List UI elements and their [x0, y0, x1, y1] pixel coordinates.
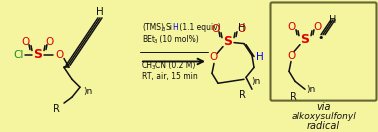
- Text: (1.1 equiv): (1.1 equiv): [177, 23, 221, 32]
- Text: radical: radical: [307, 121, 340, 131]
- Text: H: H: [329, 15, 337, 25]
- Text: R: R: [290, 92, 296, 102]
- Text: via: via: [316, 102, 331, 112]
- Text: Cl: Cl: [14, 50, 24, 60]
- Text: H: H: [172, 23, 178, 32]
- Text: BEt: BEt: [142, 35, 155, 44]
- Text: )n: )n: [307, 85, 316, 94]
- Text: H: H: [238, 23, 246, 33]
- Text: 3: 3: [154, 39, 158, 44]
- Text: S: S: [223, 35, 232, 48]
- Text: 3: 3: [162, 27, 166, 32]
- Text: alkoxysulfonyl: alkoxysulfonyl: [291, 112, 356, 121]
- Text: Si: Si: [165, 23, 172, 32]
- Text: O: O: [288, 22, 296, 32]
- Text: (TMS): (TMS): [142, 23, 164, 32]
- Text: O: O: [22, 37, 30, 47]
- Text: H: H: [256, 53, 264, 62]
- Text: S: S: [301, 33, 310, 46]
- Text: CH: CH: [142, 61, 153, 70]
- FancyBboxPatch shape: [271, 3, 376, 101]
- Text: O: O: [46, 37, 54, 47]
- Text: (10 mol%): (10 mol%): [157, 35, 199, 44]
- Text: R: R: [53, 104, 59, 114]
- Text: O: O: [287, 51, 295, 60]
- Text: R: R: [239, 90, 245, 100]
- Text: O: O: [210, 53, 218, 62]
- Text: RT, air, 15 min: RT, air, 15 min: [142, 72, 198, 81]
- Text: O: O: [211, 24, 219, 34]
- Text: O: O: [314, 22, 322, 32]
- Text: H: H: [96, 7, 104, 17]
- Text: )n: )n: [251, 77, 260, 86]
- Text: •: •: [318, 33, 324, 43]
- Text: )n: )n: [84, 87, 93, 96]
- Text: O: O: [237, 24, 245, 34]
- Text: S: S: [34, 48, 42, 61]
- Text: O: O: [55, 50, 63, 60]
- Text: 3: 3: [152, 65, 155, 70]
- Text: CN (0.2 M): CN (0.2 M): [155, 61, 195, 70]
